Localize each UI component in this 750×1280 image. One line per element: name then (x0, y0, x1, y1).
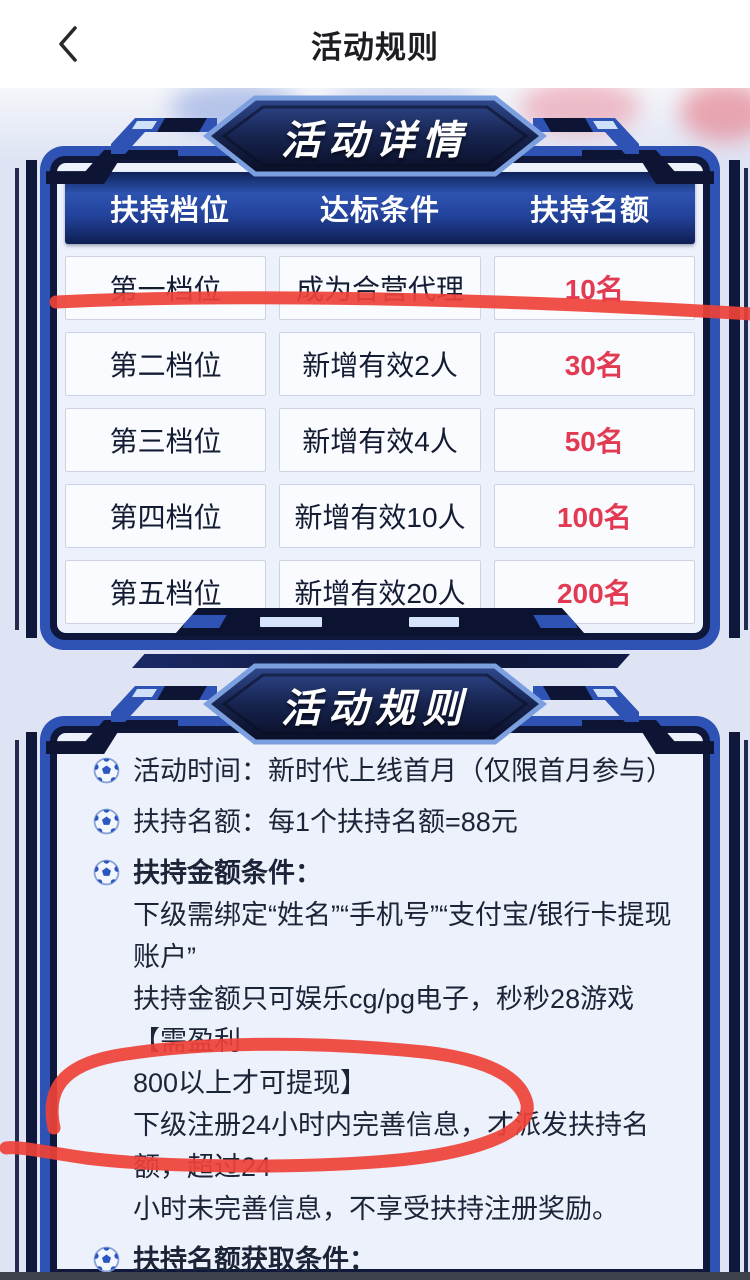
page-content: 扶持档位 达标条件 扶持名额 第一档位 成为合营代理 10名 第二档位 新增有效2人 30… (0, 88, 750, 1280)
frame-side-line (744, 168, 748, 630)
details-banner-title: 活动详情 (281, 119, 469, 163)
rule-line: 扶持名额：每1个扶持名额=88元 (133, 807, 518, 837)
rule-item: 扶持名额获取条件：首次成为合营代理自动获取10个名额，下级注册并绑定对应信息即可… (93, 1239, 679, 1280)
column-header-quota: 扶持名额 (529, 195, 650, 227)
rules-panel-body: 活动时间：新时代上线首月（仅限首月参与） 扶持名额：每1个扶持名额=88元 扶持金额… (57, 733, 703, 1275)
details-panel-body: 扶持档位 达标条件 扶持名额 第一档位 成为合营代理 10名 第二档位 新增有效2人 30… (57, 163, 703, 636)
rules-list: 活动时间：新时代上线首月（仅限首月参与） 扶持名额：每1个扶持名额=88元 扶持金额… (57, 733, 703, 1280)
cell-condition: 成为合营代理 (279, 256, 481, 320)
rule-line: 下级需绑定“姓名”“手机号”“支付宝/银行卡提现账户” (133, 900, 672, 972)
rules-panel: 活动时间：新时代上线首月（仅限首月参与） 扶持名额：每1个扶持名额=88元 扶持金额… (40, 716, 720, 1280)
rule-line: 小时未完善信息，不享受扶持注册奖励。 (133, 1194, 619, 1224)
frame-side-stripe (729, 732, 740, 1280)
support-table-body: 第一档位 成为合营代理 10名 第二档位 新增有效2人 30名 第三档位 新增有效4人 50名第… (63, 256, 697, 624)
cell-tier: 第四档位 (65, 484, 267, 548)
cell-tier: 第二档位 (65, 332, 267, 396)
rule-line: 活动时间：新时代上线首月（仅限首月参与） (133, 756, 673, 786)
soccer-ball-icon (93, 808, 120, 835)
rules-banner-title: 活动规则 (281, 687, 469, 731)
support-table: 扶持档位 达标条件 扶持名额 第一档位 成为合营代理 10名 第二档位 新增有效2人 30… (57, 163, 703, 624)
cell-quota: 50名 (493, 408, 695, 472)
frame-side-stripe (729, 160, 740, 638)
rule-line: 800以上才可提现】 (133, 1068, 368, 1098)
frame-side-stripe (26, 160, 37, 638)
cell-tier: 第三档位 (65, 408, 267, 472)
ornament-slot (408, 617, 459, 627)
banner-frame-icon (111, 663, 639, 745)
banner-frame-icon (111, 95, 639, 177)
rule-item: 扶持金额条件： 下级需绑定“姓名”“手机号”“支付宝/银行卡提现账户” 扶持金额只可… (93, 852, 679, 1230)
cell-quota: 100名 (493, 484, 695, 548)
ornament-slot (260, 617, 323, 627)
details-panel: 扶持档位 达标条件 扶持名额 第一档位 成为合营代理 10名 第二档位 新增有效2人 30… (40, 146, 720, 650)
table-header-row: 扶持档位 达标条件 扶持名额 (65, 172, 695, 244)
cell-tier: 第五档位 (65, 560, 267, 624)
panel-bottom-ornament (173, 608, 587, 636)
cell-tier: 第一档位 (65, 256, 267, 320)
table-row: 第三档位 新增有效4人 50名 (63, 408, 697, 472)
details-banner: 活动详情 (95, 94, 655, 178)
frame-side-line (15, 168, 19, 630)
rule-text: 扶持名额获取条件：首次成为合营代理自动获取10个名额，下级注册并绑定对应信息即可… (133, 1239, 679, 1280)
rules-banner: 活动规则 (95, 662, 655, 746)
table-row: 第一档位 成为合营代理 10名 (63, 256, 697, 320)
frame-side-stripe (26, 732, 37, 1280)
chevron-left-icon (59, 26, 77, 62)
rule-heading: 扶持金额条件： (133, 858, 322, 888)
soccer-ball-icon (93, 1246, 120, 1273)
cell-quota: 30名 (493, 332, 695, 396)
rule-heading: 扶持名额获取条件： (133, 1245, 376, 1275)
column-header-tier: 扶持档位 (109, 195, 230, 227)
app-header: 活动规则 (0, 0, 750, 88)
cell-condition: 新增有效10人 (279, 484, 481, 548)
soccer-ball-icon (93, 859, 120, 886)
column-header-condition: 达标条件 (319, 195, 440, 227)
rule-text: 扶持金额条件： 下级需绑定“姓名”“手机号”“支付宝/银行卡提现账户” 扶持金额只可… (133, 852, 679, 1230)
bottom-edge (0, 1272, 750, 1280)
rule-text: 扶持名额：每1个扶持名额=88元 (133, 801, 518, 843)
rule-text: 活动时间：新时代上线首月（仅限首月参与） (133, 750, 673, 792)
cell-condition: 新增有效4人 (279, 408, 481, 472)
cell-condition: 新增有效2人 (279, 332, 481, 396)
table-row: 第五档位 新增有效20人 200名 (63, 560, 697, 624)
soccer-ball-icon (93, 757, 120, 784)
rule-item: 扶持名额：每1个扶持名额=88元 (93, 801, 679, 843)
cell-quota: 10名 (493, 256, 695, 320)
page-title: 活动规则 (311, 29, 439, 65)
rule-line: 下级注册24小时内完善信息，才派发扶持名额，超过24 (133, 1110, 650, 1182)
rule-line: 扶持金额只可娱乐cg/pg电子，秒秒28游戏【需盈利 (133, 984, 635, 1056)
table-row: 第四档位 新增有效10人 100名 (63, 484, 697, 548)
cell-quota: 200名 (493, 560, 695, 624)
back-button[interactable] (48, 22, 88, 66)
frame-side-line (744, 740, 748, 1280)
table-row: 第二档位 新增有效2人 30名 (63, 332, 697, 396)
rule-item: 活动时间：新时代上线首月（仅限首月参与） (93, 750, 679, 792)
frame-side-line (15, 740, 19, 1280)
